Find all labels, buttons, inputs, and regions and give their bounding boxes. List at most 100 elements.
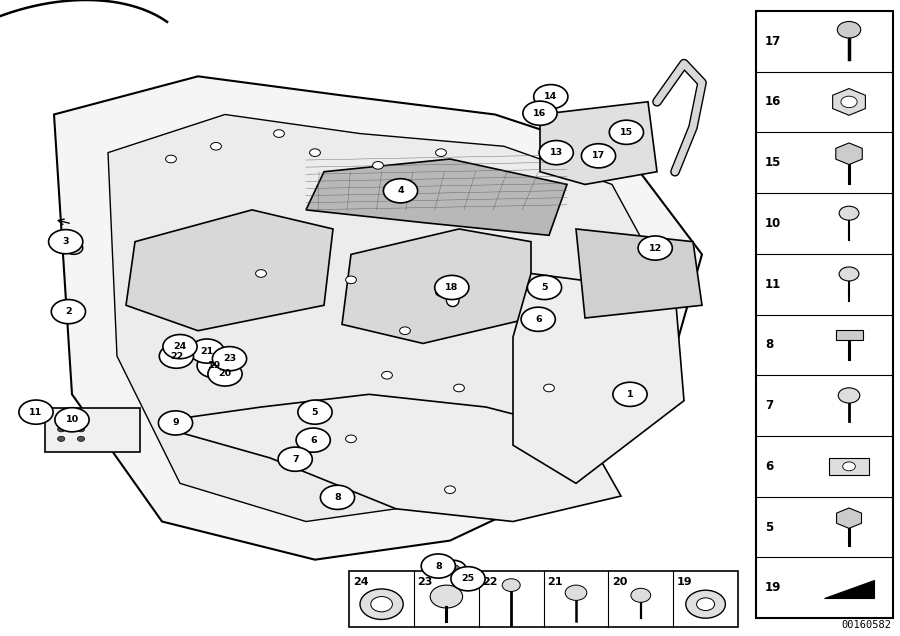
Circle shape: [837, 22, 860, 38]
Circle shape: [19, 400, 53, 424]
Circle shape: [581, 144, 616, 168]
Circle shape: [638, 236, 672, 260]
Text: 8: 8: [765, 338, 773, 351]
Text: 20: 20: [612, 577, 627, 588]
Polygon shape: [540, 102, 657, 184]
Text: 6: 6: [535, 315, 542, 324]
Circle shape: [49, 230, 83, 254]
Text: 21: 21: [547, 577, 562, 588]
Text: 19: 19: [208, 361, 220, 370]
Text: 17: 17: [765, 35, 781, 48]
FancyBboxPatch shape: [45, 408, 140, 452]
Circle shape: [166, 155, 176, 163]
Circle shape: [445, 486, 455, 494]
Circle shape: [346, 276, 356, 284]
Circle shape: [58, 427, 65, 432]
Text: 23: 23: [418, 577, 433, 588]
Text: 14: 14: [544, 92, 557, 101]
Text: 1: 1: [626, 390, 634, 399]
Text: 25: 25: [462, 574, 474, 583]
Circle shape: [447, 565, 460, 574]
Circle shape: [298, 400, 332, 424]
Circle shape: [371, 597, 392, 612]
Circle shape: [77, 436, 85, 441]
Circle shape: [310, 149, 320, 156]
Circle shape: [544, 384, 554, 392]
Text: 19: 19: [677, 577, 692, 588]
Text: 5: 5: [541, 283, 548, 292]
Circle shape: [208, 362, 242, 386]
Polygon shape: [576, 229, 702, 318]
Text: 22: 22: [170, 352, 183, 361]
Polygon shape: [306, 159, 567, 235]
Text: 4: 4: [397, 186, 404, 195]
Circle shape: [839, 206, 859, 220]
Circle shape: [430, 585, 463, 608]
Text: 23: 23: [223, 354, 236, 363]
FancyBboxPatch shape: [756, 11, 893, 618]
Circle shape: [521, 307, 555, 331]
Circle shape: [55, 408, 89, 432]
Text: 3: 3: [62, 237, 69, 246]
Circle shape: [158, 411, 193, 435]
Circle shape: [346, 435, 356, 443]
Text: 17: 17: [592, 151, 605, 160]
Circle shape: [613, 382, 647, 406]
Polygon shape: [513, 273, 684, 483]
Circle shape: [421, 554, 455, 578]
Circle shape: [256, 270, 266, 277]
Circle shape: [565, 585, 587, 600]
Circle shape: [163, 335, 197, 359]
Polygon shape: [824, 580, 874, 598]
Circle shape: [400, 327, 410, 335]
Text: 11: 11: [30, 408, 42, 417]
Text: 15: 15: [620, 128, 633, 137]
Text: 9: 9: [172, 418, 179, 427]
Text: 6: 6: [310, 436, 317, 445]
Circle shape: [631, 588, 651, 602]
Circle shape: [212, 347, 247, 371]
Circle shape: [274, 130, 284, 137]
Circle shape: [842, 462, 855, 471]
Circle shape: [190, 339, 224, 363]
Text: 5: 5: [765, 521, 773, 534]
Circle shape: [435, 275, 469, 300]
Text: 24: 24: [353, 577, 368, 588]
Circle shape: [441, 560, 466, 578]
Text: 15: 15: [765, 156, 781, 169]
Text: 24: 24: [174, 342, 186, 351]
Text: 5: 5: [311, 408, 319, 417]
Circle shape: [539, 141, 573, 165]
Circle shape: [839, 267, 859, 281]
Text: 16: 16: [534, 109, 546, 118]
Circle shape: [296, 428, 330, 452]
Circle shape: [686, 590, 725, 618]
Text: 21: 21: [201, 347, 213, 356]
Text: 8: 8: [435, 562, 442, 570]
FancyBboxPatch shape: [829, 458, 868, 475]
Circle shape: [51, 300, 86, 324]
Circle shape: [451, 567, 485, 591]
Polygon shape: [171, 394, 621, 522]
Ellipse shape: [446, 294, 459, 307]
Text: 12: 12: [649, 244, 662, 252]
Circle shape: [360, 589, 403, 619]
Circle shape: [838, 388, 860, 403]
Circle shape: [534, 85, 568, 109]
Polygon shape: [126, 210, 333, 331]
Text: 7: 7: [292, 455, 299, 464]
Circle shape: [527, 275, 562, 300]
Text: 19: 19: [765, 581, 781, 594]
Circle shape: [278, 447, 312, 471]
Polygon shape: [54, 76, 702, 560]
Circle shape: [436, 289, 446, 296]
Text: 22: 22: [482, 577, 498, 588]
Circle shape: [502, 579, 520, 591]
Text: 2: 2: [65, 307, 72, 316]
Circle shape: [65, 242, 83, 254]
Text: 00160582: 00160582: [841, 619, 891, 630]
Text: 13: 13: [550, 148, 562, 157]
Circle shape: [58, 436, 65, 441]
Circle shape: [77, 427, 85, 432]
Circle shape: [454, 384, 464, 392]
